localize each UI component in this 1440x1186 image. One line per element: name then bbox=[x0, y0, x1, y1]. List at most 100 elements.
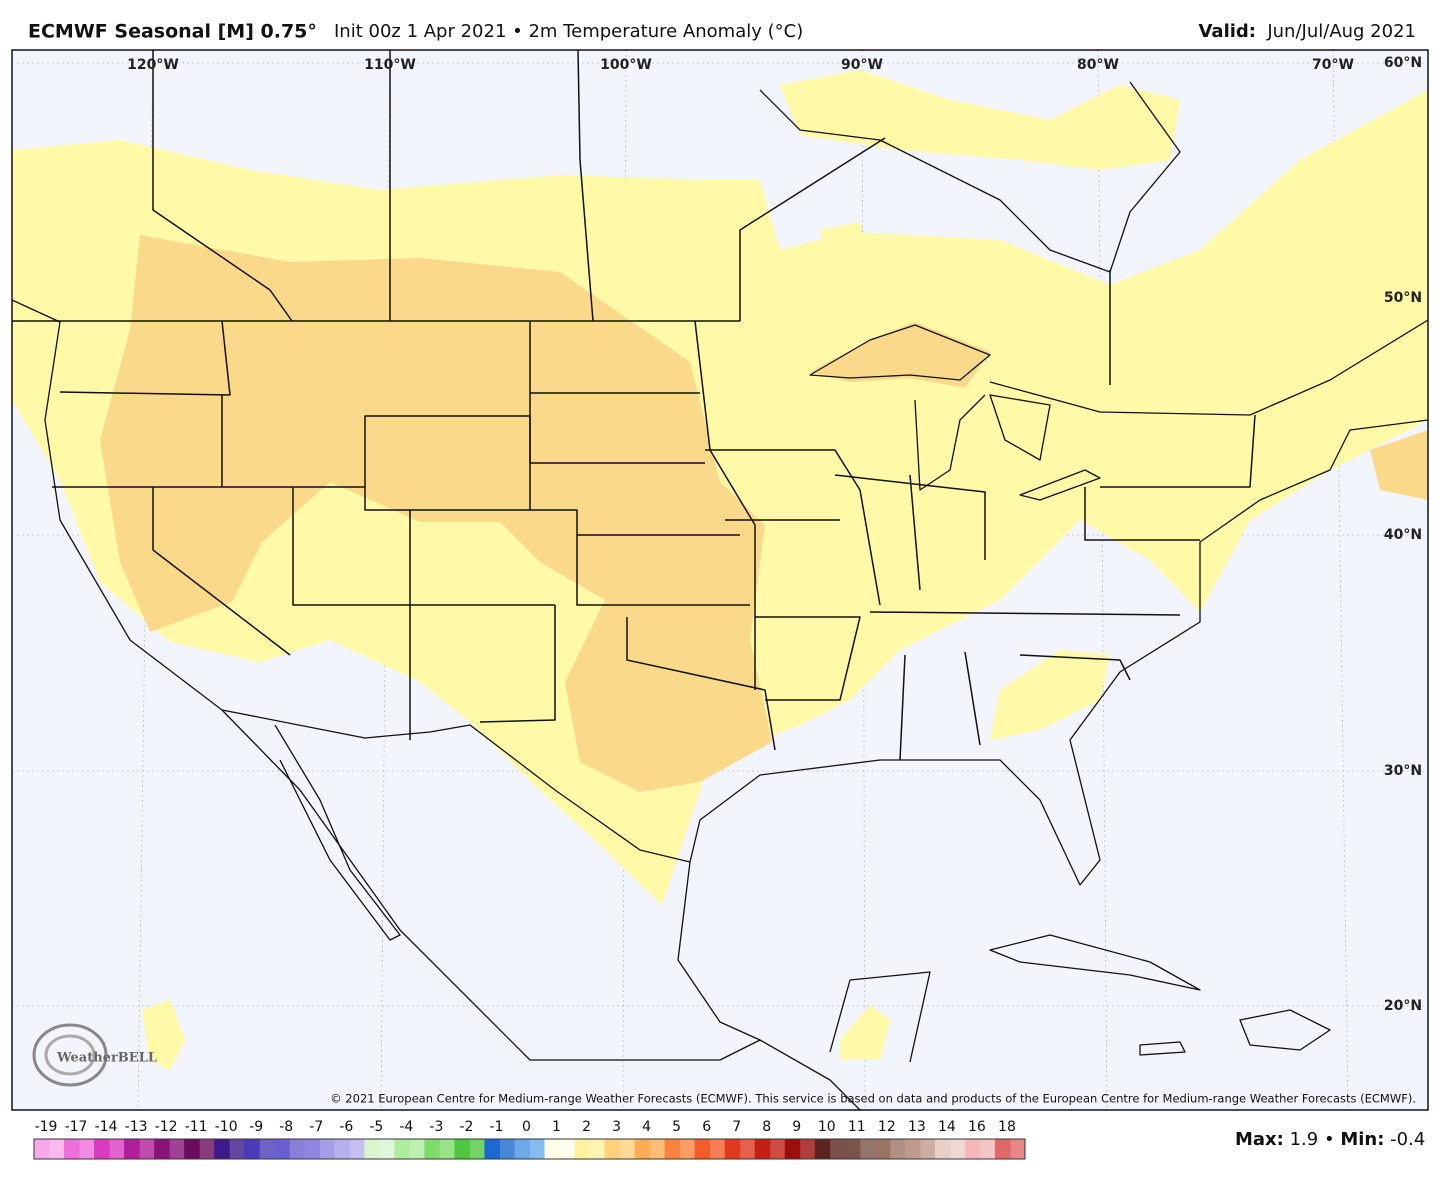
anomaly-shading-warm bbox=[100, 235, 1428, 792]
legend-swatch bbox=[739, 1139, 756, 1159]
legend-swatch bbox=[244, 1139, 260, 1159]
min-label: Min: bbox=[1340, 1129, 1384, 1150]
color-legend: -19 -17 -14 -13 -12 -11 -10 -9 -8 -7 -6 -5 -4 -3 -2 -1 0… bbox=[33, 1119, 1026, 1160]
legend-swatch bbox=[664, 1139, 681, 1159]
legend-label: 11 bbox=[848, 1119, 866, 1135]
coastline bbox=[677, 861, 761, 1041]
anomaly-2-3 bbox=[1370, 430, 1428, 500]
border bbox=[909, 474, 921, 591]
legend-label: -9 bbox=[249, 1119, 263, 1135]
legend-swatch bbox=[1009, 1139, 1026, 1159]
max-value: 1.9 • bbox=[1290, 1129, 1335, 1150]
border bbox=[694, 320, 756, 690]
legend-swatch bbox=[799, 1139, 816, 1159]
legend-swatch bbox=[364, 1139, 380, 1159]
legend-swatch bbox=[184, 1139, 200, 1159]
legend-swatch bbox=[484, 1139, 500, 1159]
border bbox=[626, 617, 776, 751]
legend-swatch bbox=[904, 1139, 921, 1159]
legend-swatch bbox=[394, 1139, 410, 1159]
anomaly-1-2 bbox=[142, 1000, 185, 1070]
border bbox=[834, 474, 986, 560]
lake bbox=[989, 394, 1051, 461]
legend-label: 2 bbox=[582, 1119, 591, 1135]
coastline bbox=[689, 419, 1428, 886]
longitude-label: 120°W bbox=[127, 57, 179, 73]
map: 120°W 110°W 100°W 90°W 80°W 70°W 60°N 50°N 40°N… bbox=[11, 49, 1429, 1111]
legend-swatch bbox=[319, 1139, 335, 1159]
legend-label: -6 bbox=[339, 1119, 353, 1135]
border bbox=[479, 605, 556, 723]
border bbox=[705, 449, 881, 606]
border bbox=[1084, 487, 1200, 541]
legend-label: 0 bbox=[522, 1119, 531, 1135]
legend-swatch bbox=[349, 1139, 365, 1159]
legend-label: 4 bbox=[642, 1119, 651, 1135]
legend-label: 12 bbox=[878, 1119, 896, 1135]
logo: WeatherBELL bbox=[32, 1023, 157, 1087]
anomaly-1-2 bbox=[990, 650, 1110, 740]
anomaly-1-2 bbox=[820, 222, 865, 248]
legend-label: -13 bbox=[125, 1119, 148, 1135]
legend-label: -2 bbox=[459, 1119, 473, 1135]
legend-swatch bbox=[514, 1139, 530, 1159]
legend-swatch bbox=[724, 1139, 741, 1159]
legend-swatch bbox=[889, 1139, 906, 1159]
legend-swatch bbox=[529, 1139, 546, 1159]
border bbox=[755, 616, 861, 701]
meridian bbox=[1097, 50, 1108, 1110]
legend-swatch bbox=[454, 1139, 470, 1159]
legend-swatch bbox=[49, 1139, 65, 1159]
legend-swatch bbox=[304, 1139, 320, 1159]
legend-label: 5 bbox=[672, 1119, 681, 1135]
lake bbox=[1019, 469, 1101, 501]
valid-value: Jun/Jul/Aug 2021 bbox=[1266, 21, 1416, 42]
lake bbox=[914, 394, 986, 491]
longitude-label: 110°W bbox=[364, 57, 416, 73]
coastline bbox=[759, 81, 1181, 273]
coastline bbox=[274, 724, 401, 941]
legend-swatch bbox=[334, 1139, 350, 1159]
legend-label: 14 bbox=[938, 1119, 956, 1135]
legend-swatch bbox=[139, 1139, 155, 1159]
border bbox=[1019, 654, 1131, 681]
longitude-label: 90°W bbox=[841, 57, 883, 73]
legend-label: 3 bbox=[612, 1119, 621, 1135]
border bbox=[869, 611, 1181, 616]
legend-swatch bbox=[289, 1139, 305, 1159]
legend-swatch bbox=[979, 1139, 996, 1159]
latitude-label: 50°N bbox=[1384, 290, 1422, 306]
legend-label: 13 bbox=[908, 1119, 926, 1135]
legend-label: -5 bbox=[369, 1119, 383, 1135]
legend-swatch bbox=[859, 1139, 876, 1159]
legend-swatch bbox=[109, 1139, 125, 1159]
border bbox=[530, 509, 750, 606]
legend-label: 10 bbox=[818, 1119, 836, 1135]
latitude-labels: 60°N 50°N 40°N 30°N 20°N bbox=[1384, 55, 1422, 1014]
map-title: ECMWF Seasonal [M] 0.75° bbox=[28, 21, 317, 43]
border bbox=[1100, 414, 1256, 488]
coastline bbox=[221, 709, 691, 863]
legend-swatch bbox=[199, 1139, 215, 1159]
legend-swatch bbox=[679, 1139, 696, 1159]
legend-frame bbox=[33, 1138, 1026, 1160]
logo-swirl bbox=[32, 1023, 108, 1087]
legend-swatch bbox=[574, 1139, 591, 1159]
legend-swatch bbox=[709, 1139, 726, 1159]
legend-swatch bbox=[94, 1139, 110, 1159]
logo-swirl bbox=[44, 1034, 96, 1076]
map-subtitle: Init 00z 1 Apr 2021 • 2m Temperature Ano… bbox=[334, 21, 803, 42]
border bbox=[739, 137, 886, 321]
legend-swatch bbox=[424, 1139, 440, 1159]
island bbox=[989, 934, 1201, 991]
legend-swatch bbox=[124, 1139, 140, 1159]
legend-swatch bbox=[769, 1139, 786, 1159]
longitude-label: 80°W bbox=[1077, 57, 1119, 73]
legend-swatch bbox=[259, 1139, 275, 1159]
legend-swatch bbox=[589, 1139, 606, 1159]
legend-swatch bbox=[439, 1139, 455, 1159]
anomaly-1-2 bbox=[780, 70, 1180, 170]
copyright: © 2021 European Centre for Medium-range … bbox=[330, 1092, 1416, 1106]
